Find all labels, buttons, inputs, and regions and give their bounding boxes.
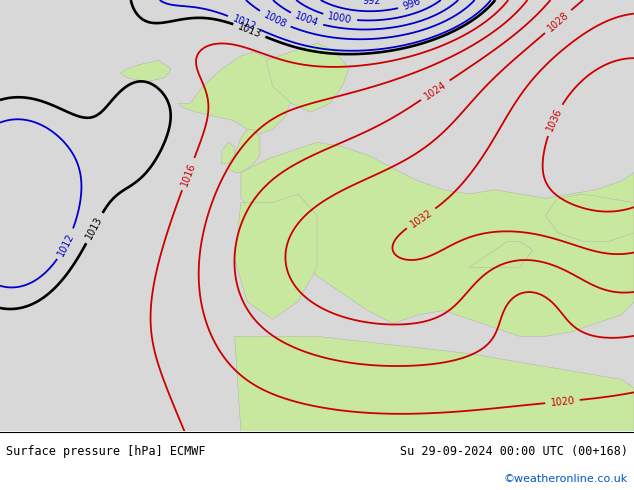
Polygon shape (266, 43, 349, 112)
Polygon shape (120, 60, 171, 82)
Text: Su 29-09-2024 00:00 UTC (00+168): Su 29-09-2024 00:00 UTC (00+168) (399, 445, 628, 458)
Polygon shape (241, 142, 634, 336)
Text: 1012: 1012 (56, 231, 76, 257)
Polygon shape (235, 194, 317, 319)
Text: 1000: 1000 (327, 11, 353, 25)
Text: 1004: 1004 (294, 11, 320, 28)
Text: 992: 992 (363, 0, 381, 6)
Text: 996: 996 (401, 0, 422, 12)
Polygon shape (235, 336, 634, 431)
Text: 1013: 1013 (236, 21, 262, 39)
Polygon shape (228, 129, 260, 172)
Text: 1020: 1020 (550, 395, 575, 408)
Polygon shape (222, 142, 235, 164)
Polygon shape (545, 194, 634, 242)
Text: 1028: 1028 (545, 10, 571, 33)
Polygon shape (178, 52, 292, 134)
Text: 1024: 1024 (422, 79, 448, 101)
Text: Surface pressure [hPa] ECMWF: Surface pressure [hPa] ECMWF (6, 445, 206, 458)
Text: 1013: 1013 (84, 215, 105, 241)
Text: 1016: 1016 (179, 161, 197, 187)
Text: 1012: 1012 (231, 13, 257, 32)
Polygon shape (469, 242, 533, 268)
Text: 1036: 1036 (545, 107, 564, 133)
Text: 1008: 1008 (262, 9, 288, 29)
Text: 1032: 1032 (408, 207, 434, 229)
Text: ©weatheronline.co.uk: ©weatheronline.co.uk (503, 474, 628, 485)
